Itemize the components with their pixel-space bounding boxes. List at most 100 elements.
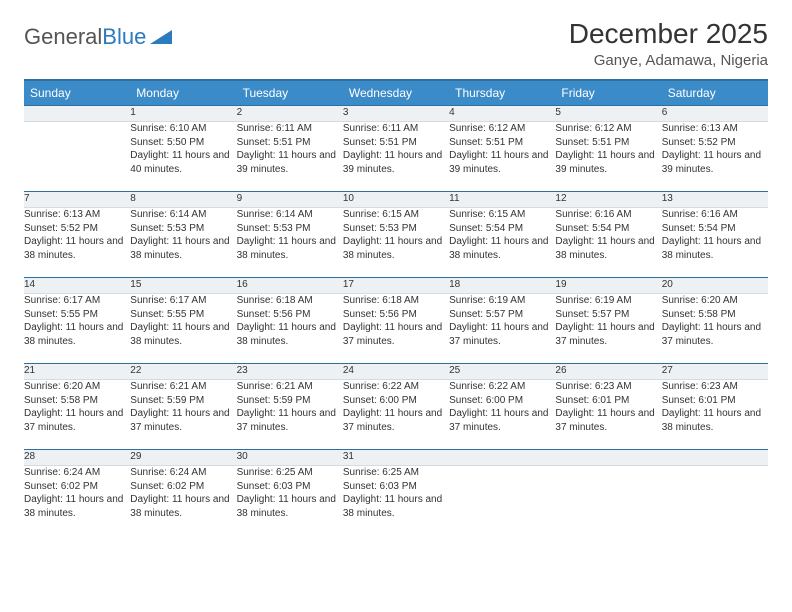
day-content-cell: Sunrise: 6:21 AMSunset: 5:59 PMDaylight:… <box>130 380 236 450</box>
day-content-cell: Sunrise: 6:13 AMSunset: 5:52 PMDaylight:… <box>662 122 768 192</box>
sunrise-text: Sunrise: 6:16 AM <box>555 208 661 222</box>
day-content-cell: Sunrise: 6:15 AMSunset: 5:53 PMDaylight:… <box>343 208 449 278</box>
day-number-cell <box>555 450 661 466</box>
sunrise-text: Sunrise: 6:20 AM <box>24 380 130 394</box>
day-number-cell: 5 <box>555 106 661 122</box>
weekday-header: Tuesday <box>237 80 343 106</box>
daylight-text: Daylight: 11 hours and 38 minutes. <box>343 235 449 262</box>
day-number-cell: 24 <box>343 364 449 380</box>
sunrise-text: Sunrise: 6:24 AM <box>130 466 236 480</box>
sunset-text: Sunset: 5:59 PM <box>237 394 343 408</box>
daylight-text: Daylight: 11 hours and 37 minutes. <box>130 407 236 434</box>
day-number-cell: 18 <box>449 278 555 294</box>
daylight-text: Daylight: 11 hours and 39 minutes. <box>237 149 343 176</box>
weekday-header: Friday <box>555 80 661 106</box>
day-number-cell: 31 <box>343 450 449 466</box>
daylight-text: Daylight: 11 hours and 38 minutes. <box>130 493 236 520</box>
day-number-cell: 13 <box>662 192 768 208</box>
day-number-row: 21222324252627 <box>24 364 768 380</box>
day-content-cell: Sunrise: 6:23 AMSunset: 6:01 PMDaylight:… <box>662 380 768 450</box>
daylight-text: Daylight: 11 hours and 38 minutes. <box>555 235 661 262</box>
daylight-text: Daylight: 11 hours and 38 minutes. <box>662 407 768 434</box>
sunrise-text: Sunrise: 6:17 AM <box>130 294 236 308</box>
day-number-row: 14151617181920 <box>24 278 768 294</box>
day-number-cell: 8 <box>130 192 236 208</box>
daylight-text: Daylight: 11 hours and 38 minutes. <box>343 493 449 520</box>
daylight-text: Daylight: 11 hours and 38 minutes. <box>662 235 768 262</box>
day-number-cell: 15 <box>130 278 236 294</box>
day-number-cell: 4 <box>449 106 555 122</box>
day-content-row: Sunrise: 6:10 AMSunset: 5:50 PMDaylight:… <box>24 122 768 192</box>
sunset-text: Sunset: 5:58 PM <box>24 394 130 408</box>
sunset-text: Sunset: 6:02 PM <box>130 480 236 494</box>
day-number-cell: 20 <box>662 278 768 294</box>
sunset-text: Sunset: 5:56 PM <box>343 308 449 322</box>
calendar-header-row: Sunday Monday Tuesday Wednesday Thursday… <box>24 80 768 106</box>
day-number-row: 28293031 <box>24 450 768 466</box>
calendar-table: Sunday Monday Tuesday Wednesday Thursday… <box>24 79 768 536</box>
day-content-cell: Sunrise: 6:17 AMSunset: 5:55 PMDaylight:… <box>24 294 130 364</box>
sunset-text: Sunset: 5:54 PM <box>555 222 661 236</box>
day-number-cell: 21 <box>24 364 130 380</box>
sunrise-text: Sunrise: 6:25 AM <box>237 466 343 480</box>
sunrise-text: Sunrise: 6:25 AM <box>343 466 449 480</box>
day-content-cell: Sunrise: 6:18 AMSunset: 5:56 PMDaylight:… <box>237 294 343 364</box>
day-content-cell: Sunrise: 6:17 AMSunset: 5:55 PMDaylight:… <box>130 294 236 364</box>
day-content-cell <box>662 466 768 536</box>
sunrise-text: Sunrise: 6:15 AM <box>449 208 555 222</box>
sunrise-text: Sunrise: 6:10 AM <box>130 122 236 136</box>
sunset-text: Sunset: 5:54 PM <box>449 222 555 236</box>
sunset-text: Sunset: 5:50 PM <box>130 136 236 150</box>
day-content-cell <box>449 466 555 536</box>
day-content-row: Sunrise: 6:13 AMSunset: 5:52 PMDaylight:… <box>24 208 768 278</box>
day-content-cell: Sunrise: 6:20 AMSunset: 5:58 PMDaylight:… <box>24 380 130 450</box>
sunrise-text: Sunrise: 6:24 AM <box>24 466 130 480</box>
sunset-text: Sunset: 5:51 PM <box>343 136 449 150</box>
day-content-cell: Sunrise: 6:21 AMSunset: 5:59 PMDaylight:… <box>237 380 343 450</box>
day-number-cell: 10 <box>343 192 449 208</box>
day-number-cell <box>662 450 768 466</box>
day-content-cell: Sunrise: 6:14 AMSunset: 5:53 PMDaylight:… <box>237 208 343 278</box>
day-content-cell: Sunrise: 6:16 AMSunset: 5:54 PMDaylight:… <box>555 208 661 278</box>
sunrise-text: Sunrise: 6:12 AM <box>449 122 555 136</box>
sunset-text: Sunset: 5:55 PM <box>24 308 130 322</box>
sunset-text: Sunset: 5:56 PM <box>237 308 343 322</box>
brand-logo: GeneralBlue <box>24 18 172 50</box>
month-title: December 2025 <box>569 18 768 50</box>
day-content-cell: Sunrise: 6:20 AMSunset: 5:58 PMDaylight:… <box>662 294 768 364</box>
day-content-cell <box>24 122 130 192</box>
day-content-cell: Sunrise: 6:12 AMSunset: 5:51 PMDaylight:… <box>449 122 555 192</box>
day-content-cell: Sunrise: 6:19 AMSunset: 5:57 PMDaylight:… <box>449 294 555 364</box>
day-content-row: Sunrise: 6:20 AMSunset: 5:58 PMDaylight:… <box>24 380 768 450</box>
day-content-cell: Sunrise: 6:24 AMSunset: 6:02 PMDaylight:… <box>130 466 236 536</box>
day-number-cell: 28 <box>24 450 130 466</box>
day-number-cell: 2 <box>237 106 343 122</box>
day-number-cell: 3 <box>343 106 449 122</box>
sunset-text: Sunset: 5:52 PM <box>24 222 130 236</box>
sunset-text: Sunset: 5:57 PM <box>449 308 555 322</box>
sunset-text: Sunset: 6:03 PM <box>237 480 343 494</box>
day-number-cell: 23 <box>237 364 343 380</box>
weekday-header: Thursday <box>449 80 555 106</box>
sunset-text: Sunset: 5:53 PM <box>237 222 343 236</box>
brand-part2: Blue <box>102 24 146 50</box>
sunrise-text: Sunrise: 6:23 AM <box>662 380 768 394</box>
daylight-text: Daylight: 11 hours and 37 minutes. <box>555 321 661 348</box>
day-number-cell: 30 <box>237 450 343 466</box>
daylight-text: Daylight: 11 hours and 38 minutes. <box>130 235 236 262</box>
day-content-cell: Sunrise: 6:11 AMSunset: 5:51 PMDaylight:… <box>343 122 449 192</box>
daylight-text: Daylight: 11 hours and 37 minutes. <box>449 407 555 434</box>
day-content-cell: Sunrise: 6:13 AMSunset: 5:52 PMDaylight:… <box>24 208 130 278</box>
sunrise-text: Sunrise: 6:23 AM <box>555 380 661 394</box>
day-number-cell: 29 <box>130 450 236 466</box>
sunset-text: Sunset: 5:53 PM <box>343 222 449 236</box>
day-content-cell: Sunrise: 6:18 AMSunset: 5:56 PMDaylight:… <box>343 294 449 364</box>
daylight-text: Daylight: 11 hours and 38 minutes. <box>130 321 236 348</box>
sunset-text: Sunset: 5:51 PM <box>449 136 555 150</box>
day-number-cell: 27 <box>662 364 768 380</box>
day-number-cell: 25 <box>449 364 555 380</box>
sunset-text: Sunset: 6:02 PM <box>24 480 130 494</box>
sunset-text: Sunset: 5:52 PM <box>662 136 768 150</box>
day-content-cell: Sunrise: 6:22 AMSunset: 6:00 PMDaylight:… <box>449 380 555 450</box>
sunrise-text: Sunrise: 6:14 AM <box>130 208 236 222</box>
